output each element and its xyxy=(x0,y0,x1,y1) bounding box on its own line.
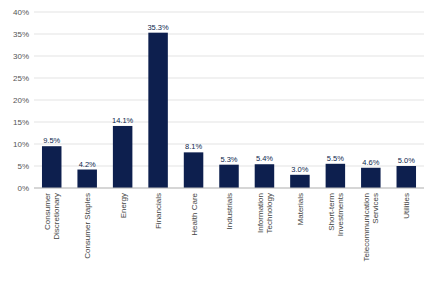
bar xyxy=(290,175,310,188)
bar xyxy=(397,166,417,188)
grid-line xyxy=(34,144,424,145)
x-tick-label: Utilities xyxy=(402,193,411,219)
x-axis-line xyxy=(34,188,424,189)
x-tick-label: Materials xyxy=(295,193,304,225)
data-labels: 9.5% 4.2% 14.1% 35.3% 8.1% 5.3% 5.4% 3.0% 5.5% 4.… xyxy=(43,23,415,174)
chart: 0% 5% 10% 15% 20% 25% 30% 35% 40% 9.5% 4.2% 14.1% 35… xyxy=(0,0,432,284)
grid-line xyxy=(34,12,424,13)
data-label: 4.2% xyxy=(79,160,96,169)
y-tick-label: 20% xyxy=(13,96,29,105)
grid-line xyxy=(34,188,424,189)
bar xyxy=(361,168,381,188)
bar xyxy=(77,170,97,188)
y-tick-label: 30% xyxy=(13,52,29,61)
data-label: 4.6% xyxy=(362,158,379,167)
bar xyxy=(148,33,168,188)
x-tick-label: ConsumerDiscretionary xyxy=(43,193,61,240)
bar xyxy=(42,146,62,188)
y-tick-label: 0% xyxy=(17,184,29,193)
data-label: 5.0% xyxy=(398,156,415,165)
data-label: 5.4% xyxy=(256,154,273,163)
x-tick-label: Short-termInvestments xyxy=(326,193,344,236)
grid xyxy=(34,12,424,188)
x-tick-label: Financials xyxy=(154,193,163,229)
grid-line xyxy=(34,34,424,35)
grid-line xyxy=(34,78,424,79)
grid-line xyxy=(34,122,424,123)
y-tick-label: 5% xyxy=(17,162,29,171)
data-label: 8.1% xyxy=(185,142,202,151)
data-label: 9.5% xyxy=(43,136,60,145)
bars xyxy=(42,33,416,188)
bar xyxy=(219,165,239,188)
data-label: 5.3% xyxy=(220,155,237,164)
grid-line xyxy=(34,56,424,57)
y-tick-label: 40% xyxy=(13,8,29,17)
y-tick-label: 35% xyxy=(13,30,29,39)
x-tick-label: TelecommunicationServices xyxy=(362,193,380,261)
x-tick-label: Consumer Staples xyxy=(83,193,92,259)
bar xyxy=(326,164,346,188)
x-tick-label: InformationTechnology xyxy=(255,193,273,233)
x-tick-label: Energy xyxy=(118,193,127,218)
bar xyxy=(184,152,204,188)
y-tick-label: 15% xyxy=(13,118,29,127)
data-label: 3.0% xyxy=(291,165,308,174)
y-tick-label: 10% xyxy=(13,140,29,149)
bar xyxy=(255,164,274,188)
data-label: 35.3% xyxy=(147,23,169,32)
y-tick-label: 25% xyxy=(13,74,29,83)
grid-line xyxy=(34,100,424,101)
data-label: 14.1% xyxy=(112,116,134,125)
x-tick-label: Health Care xyxy=(189,192,198,235)
data-label: 5.5% xyxy=(327,154,344,163)
y-axis: 0% 5% 10% 15% 20% 25% 30% 35% 40% xyxy=(13,8,29,193)
bar xyxy=(113,126,132,188)
x-axis: ConsumerDiscretionary Consumer Staples Ene… xyxy=(43,192,411,261)
x-tick-label: Industrials xyxy=(225,193,234,229)
